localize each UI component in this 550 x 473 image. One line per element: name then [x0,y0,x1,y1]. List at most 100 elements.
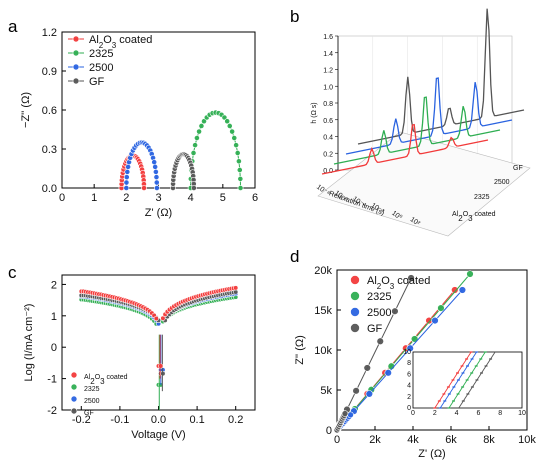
panel-a-point [224,118,231,125]
panel-b-depth-label: 2325 [474,194,490,201]
panel-c-point [160,315,166,321]
panel-a-legend-label: GF [89,76,105,88]
panel-d-point [352,387,360,395]
panel-a-legend-marker [72,63,80,71]
panel-a-xtick-label: 6 [252,192,258,204]
panel-a-legend-label: 2325 [89,48,113,60]
panel-b-ztick-label: 1.6 [323,34,333,41]
panel-a-point [192,142,198,149]
panel-d-xtick-label: 0 [334,434,340,446]
panel-a-point [152,163,159,170]
panel-a-point [190,185,197,191]
panel-d-inset-ytick-label: 4 [407,383,411,390]
panel-d-point [406,344,414,352]
panel-a-point [231,135,238,141]
panel-a-xtick-label: 1 [91,192,97,204]
panel-a-point [153,185,160,191]
panel-c-legend-marker [70,407,78,415]
panel-d-point [391,307,399,315]
panel-c-xtick-label: 0.0 [151,414,166,426]
panel-label-c: c [8,263,17,282]
panel-d-inset-ytick-label: 6 [407,371,411,378]
panel-d-legend-label: 2325 [367,291,391,303]
panel-d-legend-marker [350,275,360,285]
panel-d-inset-xtick-label: 2 [433,410,437,417]
panel-a-point [125,163,131,170]
panel-d-ylabel: Z'' (Ω) [294,335,306,365]
panel-a-xtick-label: 3 [155,192,161,204]
panel-d-xtick-label: 8k [483,434,495,446]
panel-a-point [123,174,130,181]
panel-d-point [458,286,467,294]
panel-a-point [194,135,200,141]
panel-a-xtick-label: 0 [59,192,65,204]
panel-d-ytick-label: 15k [314,305,332,317]
panel-a-legend-marker [72,77,80,85]
panel-b-ztick-label: 1.2 [323,68,333,75]
panel-a-legend-marker [72,49,80,57]
panel-label-b: b [290,7,299,26]
panel-a-point [190,150,197,156]
panel-c-point [153,315,159,322]
panel-b-xtick-label: 10² [409,216,422,228]
panel-a-xtick-label: 2 [123,192,129,204]
panel-d-inset-ytick-label: 2 [407,394,411,401]
panel-a-xtick-label: 5 [220,192,226,204]
panel-a-point [124,168,131,175]
panel-a-ytick-label: 0.0 [42,183,57,195]
panel-d-point [365,390,374,398]
panel-c-legend-marker [70,395,78,403]
panel-a-point [233,142,240,149]
panel-a-ytick-label: 1.2 [42,27,57,39]
panel-c-point [160,370,166,377]
panel-d-point [407,274,415,282]
panel-d-inset-ytick-label: 8 [407,360,411,367]
panel-a-legend-label: Al2O3 coated [89,34,152,50]
panel-d-line [336,289,463,431]
panel-d-legend-marker [350,291,360,301]
panel-b-floor [317,131,531,237]
panel-b-ztick-label: 0.6 [323,118,333,125]
panel-c-legend-label: Al2O3 coated [84,374,128,386]
panel-d-point [376,337,384,345]
panel-a-point [151,159,158,166]
panel-a-ytick-label: 0.3 [42,144,57,156]
panel-c-ytick-label: 2 [51,279,57,291]
panel-a-point [237,185,244,191]
panel-a-point [153,174,160,181]
panel-b-ztick-label: 0.4 [323,135,333,142]
panel-d-ytick-label: 10k [314,345,332,357]
panel-d-inset-ytick-label: 10 [403,349,411,356]
panel-b-trace [321,123,489,175]
panel-d-point [431,316,439,325]
panel-c-ytick-label: -2 [47,405,57,417]
panel-d-xtick-label: 4k [407,434,419,446]
panel-a-ylabel: −Z'' (Ω) [20,92,32,128]
panel-a-point [226,123,233,129]
panel-c-legend-marker [70,371,78,379]
panel-c-point [233,285,239,291]
panel-b-zlabel: h (Ω s) [311,102,318,123]
panel-c-point [158,363,164,369]
panel-a-ytick-label: 0.9 [42,66,57,78]
panel-c-legend-label: 2500 [84,398,100,405]
panel-d-legend-label: GF [367,323,383,335]
panel-b-ztick-label: 1.0 [323,84,333,91]
panel-a-point [123,179,130,186]
panel-d-inset-xtick-label: 8 [498,410,502,417]
panel-a-point [141,185,147,191]
panel-a-point [153,179,160,186]
panel-d-inset-xtick-label: 4 [455,410,459,417]
panel-a-point [234,150,241,156]
panel-d-ytick-label: 20k [314,265,332,277]
panel-label-d: d [290,247,299,266]
panel-c-xtick-label: -0.1 [110,414,129,426]
panel-b-depth-label: Al2O3 coated [452,211,496,223]
panel-a-point [152,168,159,175]
panel-d-inset-xtick-label: 0 [411,410,415,417]
panel-c-ytick-label: 1 [51,311,57,323]
panel-d-line [336,277,412,431]
panel-a-point [196,128,202,135]
panel-c-xtick-label: 0.1 [189,414,204,426]
